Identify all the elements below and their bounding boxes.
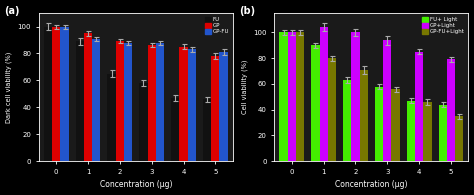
X-axis label: Concentration (μg): Concentration (μg) — [100, 180, 172, 190]
Y-axis label: Cell viability (%): Cell viability (%) — [241, 60, 248, 114]
Bar — [171, 98, 179, 161]
Bar — [375, 87, 383, 161]
Legend: FU, GP, GP-FU: FU, GP, GP-FU — [204, 16, 230, 35]
Bar — [179, 47, 188, 161]
Bar — [203, 99, 211, 161]
Bar — [343, 80, 351, 161]
Legend: FU+ Light, GP+Light, GP-FU+Light: FU+ Light, GP+Light, GP-FU+Light — [421, 16, 465, 35]
Bar — [438, 105, 447, 161]
Bar — [360, 70, 368, 161]
Bar — [455, 116, 464, 161]
Bar — [423, 102, 431, 161]
Bar — [156, 43, 164, 161]
Bar — [280, 32, 288, 161]
Bar — [147, 45, 156, 161]
Bar — [108, 74, 116, 161]
Bar — [219, 52, 228, 161]
Bar — [211, 56, 219, 161]
Bar — [351, 32, 360, 161]
Bar — [76, 41, 84, 161]
Bar — [188, 50, 196, 161]
Bar — [447, 59, 455, 161]
Bar — [415, 52, 423, 161]
Y-axis label: Dark cell viability (%): Dark cell viability (%) — [6, 51, 12, 123]
Bar — [392, 89, 400, 161]
Bar — [60, 27, 69, 161]
Bar — [319, 27, 328, 161]
Bar — [296, 32, 304, 161]
Bar — [92, 39, 100, 161]
Bar — [407, 101, 415, 161]
Bar — [139, 83, 147, 161]
Bar — [311, 45, 319, 161]
Text: (b): (b) — [239, 6, 255, 16]
Bar — [383, 40, 392, 161]
Bar — [328, 58, 336, 161]
X-axis label: Concentration (μg): Concentration (μg) — [335, 180, 408, 190]
Text: (a): (a) — [4, 6, 19, 16]
Bar — [44, 27, 52, 161]
Bar — [124, 43, 132, 161]
Bar — [288, 32, 296, 161]
Bar — [116, 41, 124, 161]
Bar — [52, 27, 60, 161]
Bar — [84, 33, 92, 161]
